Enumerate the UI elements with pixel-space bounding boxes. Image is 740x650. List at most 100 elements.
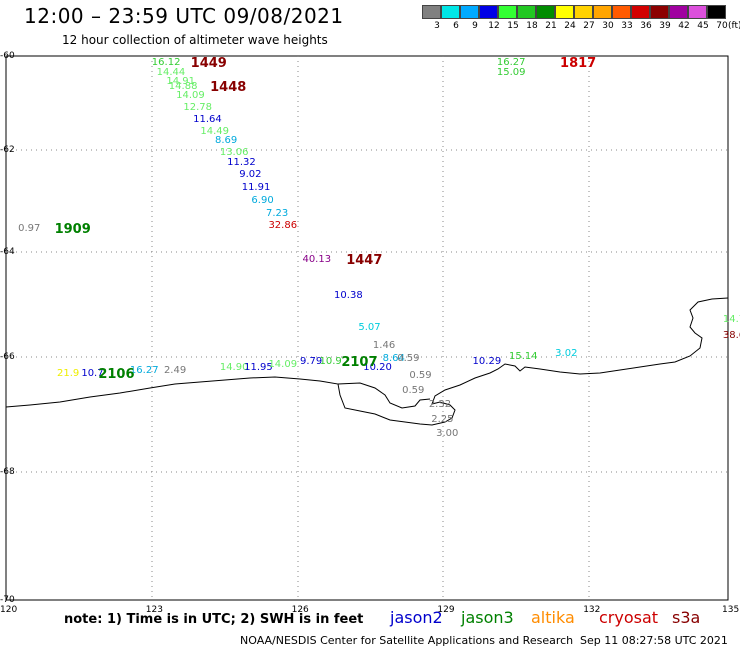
lon-tick-label: 135 xyxy=(722,605,740,615)
legend-swatch xyxy=(517,5,536,19)
lon-tick-label: 120 xyxy=(0,605,18,615)
graticule xyxy=(6,56,728,600)
wave-height-label: 14.90 xyxy=(219,361,249,373)
legend-swatch xyxy=(707,5,726,19)
legend-swatch xyxy=(498,5,517,19)
wave-height-label: 14.91 xyxy=(166,76,196,88)
legend-swatch xyxy=(574,5,593,19)
satellite-jason3: jason3 xyxy=(461,608,514,627)
legend-swatch xyxy=(441,5,460,19)
wave-height-label: 8.64 xyxy=(382,353,405,365)
map-frame xyxy=(5,55,729,601)
legend-tick-label: 18 xyxy=(526,21,538,31)
wave-height-label: 5.07 xyxy=(358,321,381,333)
wave-height-label: 11.95 xyxy=(244,361,273,373)
wave-height-label: 12.78 xyxy=(183,102,213,113)
wave-height-label: 11.32 xyxy=(227,156,256,168)
wave-height-label: 2.32 xyxy=(428,399,452,411)
legend-tick-label: 21 xyxy=(545,21,557,31)
wave-height-label: 0.59 xyxy=(397,353,420,365)
wave-height-label: 7.23 xyxy=(266,207,289,219)
map-subtitle: 12 hour collection of altimeter wave hei… xyxy=(62,33,328,47)
wave-height-label: 21.9 xyxy=(57,367,80,379)
legend-tick-label: 6 xyxy=(453,21,459,31)
lat-tick-label: -68 xyxy=(0,467,15,477)
wave-height-label: 16.27 xyxy=(496,57,526,69)
lon-tick-label: 123 xyxy=(145,605,163,615)
wave-height-label: 15.14 xyxy=(509,350,538,362)
legend-tick-label: 9 xyxy=(472,21,478,31)
wave-height-label: 9.02 xyxy=(239,169,262,181)
map-title: 12:00 – 23:59 UTC 09/08/2021 xyxy=(24,4,344,28)
wave-height-label: 16.12 xyxy=(151,57,181,69)
wave-height-label: 11.64 xyxy=(193,113,222,125)
wave-height-label: 10.9 xyxy=(319,356,342,367)
satellite-cryosat: cryosat xyxy=(599,608,659,627)
wave-height-label: 14.49 xyxy=(200,125,230,137)
coastline-inlet xyxy=(337,382,431,409)
legend-tick-label: 33 xyxy=(621,21,633,31)
wave-height-label: 3.02 xyxy=(555,348,578,360)
wave-height-label: 16.27 xyxy=(129,364,159,376)
lat-tick-label: -62 xyxy=(0,145,15,155)
wave-height-label: 32.86 xyxy=(268,220,298,232)
legend-swatch xyxy=(612,5,631,19)
legend-swatch xyxy=(536,5,555,19)
legend-tick-label: 36 xyxy=(640,21,652,31)
legend-tick-label: 42 xyxy=(678,21,690,31)
wave-height-label: 10.20 xyxy=(363,361,392,373)
legend-swatch xyxy=(631,5,650,19)
wave-height-label: 10.38 xyxy=(334,290,363,302)
legend-swatch xyxy=(479,5,498,19)
wave-height-label: 15.09 xyxy=(496,66,526,78)
wave-height-label: 3.00 xyxy=(436,427,459,439)
legend-swatch xyxy=(422,5,441,19)
wave-height-label: 9.79 xyxy=(300,356,323,367)
wave-height-label: 11.91 xyxy=(241,182,271,194)
legend-unit: (ft) xyxy=(728,21,740,31)
lon-tick-label: 126 xyxy=(291,605,309,615)
wave-height-label: 14.88 xyxy=(168,80,198,92)
legend-swatch xyxy=(650,5,669,19)
legend-tick-label: 30 xyxy=(602,21,614,31)
legend-swatch xyxy=(460,5,479,19)
timestamp: Sep 11 08:27:58 UTC 2021 xyxy=(580,634,728,647)
pass-time-label: 1448 xyxy=(210,79,247,95)
wave-height-label: 10.29 xyxy=(472,356,502,367)
pass-time-label: 1447 xyxy=(346,252,383,268)
legend-swatch xyxy=(593,5,612,19)
wave-height-label: 14.7 xyxy=(722,314,740,325)
satellite-s3a: s3a xyxy=(672,608,701,627)
legend-tick-label: 3 xyxy=(434,21,440,31)
wave-height-label: 6.90 xyxy=(251,194,274,206)
legend-tick-label: 70 xyxy=(716,21,728,31)
satellite-jason2: jason2 xyxy=(390,608,443,627)
lat-tick-label: -70 xyxy=(0,595,15,605)
legend-tick-label: 27 xyxy=(583,21,595,31)
lon-tick-label: 129 xyxy=(437,605,455,615)
pass-time-label: 1817 xyxy=(560,56,597,72)
legend-tick-label: 12 xyxy=(488,21,500,31)
wave-height-label: 13.06 xyxy=(219,146,249,158)
pass-time-label: 2106 xyxy=(98,366,135,382)
lat-tick-label: -60 xyxy=(0,51,15,61)
legend-tick-label: 39 xyxy=(659,21,671,31)
credit-text: NOAA/NESDIS Center for Satellite Applica… xyxy=(240,634,574,647)
wave-height-label: 40.13 xyxy=(302,253,332,265)
legend-swatch xyxy=(688,5,707,19)
wave-height-label: 14.09 xyxy=(176,90,205,102)
wave-height-label: 14.09 xyxy=(268,358,298,370)
wave-height-label: 2.49 xyxy=(163,364,187,376)
satellite-altika: altika xyxy=(531,608,575,627)
antarctic-coastline xyxy=(5,297,729,426)
legend-tick-label: 24 xyxy=(564,21,576,31)
pass-time-label: 1449 xyxy=(190,56,227,72)
footer-note: note: 1) Time is in UTC; 2) SWH is in fe… xyxy=(64,612,364,627)
pass-time-label: 2107 xyxy=(341,355,378,370)
lat-tick-label: -64 xyxy=(0,247,15,257)
legend-swatch xyxy=(669,5,688,19)
wave-height-label: 14.44 xyxy=(156,66,186,78)
wave-height-label: 0.59 xyxy=(409,370,432,382)
wave-height-label: 2.25 xyxy=(431,413,454,425)
